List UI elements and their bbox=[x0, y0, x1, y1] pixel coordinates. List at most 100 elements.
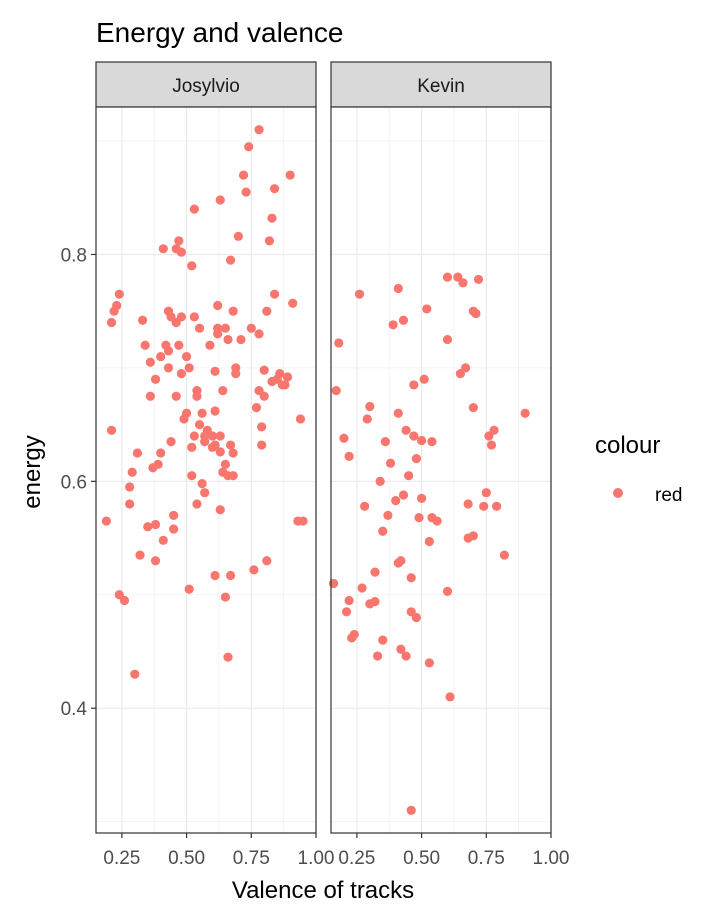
data-point bbox=[406, 573, 416, 583]
data-point bbox=[231, 368, 241, 379]
x-tick-label: 0.50 bbox=[403, 848, 440, 869]
data-point bbox=[187, 471, 197, 481]
data-point bbox=[106, 317, 117, 328]
data-point bbox=[269, 289, 280, 299]
data-point bbox=[207, 431, 218, 441]
data-point bbox=[378, 635, 388, 645]
data-point bbox=[416, 435, 427, 446]
data-point bbox=[200, 437, 210, 447]
data-point bbox=[396, 556, 406, 566]
data-point bbox=[254, 125, 264, 135]
data-point bbox=[251, 403, 262, 413]
data-point bbox=[264, 236, 275, 246]
facet-strip bbox=[330, 61, 552, 108]
data-point bbox=[135, 550, 145, 560]
data-point bbox=[194, 420, 205, 430]
data-point bbox=[398, 315, 409, 325]
data-point bbox=[127, 467, 137, 477]
data-point bbox=[181, 408, 192, 418]
data-point bbox=[357, 583, 367, 593]
data-point bbox=[218, 385, 228, 396]
data-point bbox=[223, 652, 233, 662]
data-point bbox=[383, 510, 393, 520]
data-point bbox=[106, 425, 117, 435]
data-point bbox=[424, 536, 434, 547]
data-point bbox=[192, 499, 202, 509]
facet-panel-kevin: Kevin 0.25 0.50 0.75 1.00 bbox=[328, 61, 569, 869]
data-point bbox=[244, 142, 254, 152]
data-point bbox=[171, 391, 181, 401]
data-point bbox=[220, 323, 231, 333]
data-point bbox=[370, 596, 380, 607]
data-point bbox=[362, 414, 372, 424]
y-tick-label: 0.8 bbox=[61, 245, 87, 266]
data-point bbox=[334, 338, 344, 348]
data-point bbox=[210, 570, 220, 581]
data-point bbox=[241, 187, 251, 197]
data-point bbox=[262, 556, 272, 566]
data-point bbox=[145, 357, 155, 367]
x-tick-label: 0.25 bbox=[338, 848, 375, 869]
data-point bbox=[156, 448, 166, 458]
data-point bbox=[205, 340, 215, 350]
data-point bbox=[385, 458, 396, 468]
data-point bbox=[257, 440, 267, 450]
data-point bbox=[398, 490, 409, 500]
data-point bbox=[486, 440, 497, 450]
data-point bbox=[114, 289, 124, 299]
data-point bbox=[140, 340, 150, 350]
data-point bbox=[370, 567, 380, 577]
legend: colour red bbox=[595, 432, 682, 506]
data-point bbox=[150, 519, 161, 530]
data-point bbox=[375, 476, 385, 486]
data-point bbox=[158, 535, 168, 545]
data-point bbox=[492, 501, 502, 511]
data-point bbox=[406, 805, 416, 815]
data-point bbox=[220, 592, 231, 602]
data-point bbox=[174, 236, 184, 246]
facet-strip-label: Josylvio bbox=[172, 76, 240, 97]
data-point bbox=[409, 431, 419, 441]
data-point bbox=[220, 459, 231, 469]
data-point bbox=[215, 195, 225, 205]
data-point bbox=[249, 565, 259, 575]
data-point bbox=[215, 505, 225, 515]
y-tick-label: 0.6 bbox=[61, 472, 87, 493]
data-point bbox=[150, 374, 161, 384]
data-point bbox=[468, 531, 478, 541]
legend-label: red bbox=[655, 485, 682, 506]
data-point bbox=[388, 320, 398, 330]
data-point bbox=[215, 431, 225, 441]
data-point bbox=[153, 459, 163, 469]
y-tick-label: 0.4 bbox=[61, 699, 88, 720]
data-point bbox=[422, 304, 432, 314]
x-tick-label: 0.75 bbox=[468, 848, 505, 869]
data-point bbox=[192, 391, 202, 401]
data-point bbox=[401, 651, 411, 661]
data-point bbox=[143, 522, 153, 532]
data-point bbox=[228, 448, 238, 458]
data-point bbox=[460, 363, 471, 373]
data-point bbox=[393, 408, 403, 418]
data-point bbox=[442, 272, 453, 282]
data-point bbox=[445, 692, 455, 702]
data-point bbox=[132, 448, 143, 458]
data-point bbox=[176, 368, 187, 379]
data-point bbox=[169, 510, 179, 520]
data-point bbox=[200, 488, 210, 498]
data-point bbox=[391, 496, 401, 506]
data-point bbox=[257, 422, 267, 432]
data-point bbox=[125, 482, 135, 492]
data-point bbox=[396, 644, 406, 654]
facet-panel-josylvio: Josylvio 0.25 0.50 0.75 1.00 0.4 0.6 0.8 bbox=[61, 61, 335, 869]
x-tick-label: 1.00 bbox=[298, 848, 335, 869]
data-point bbox=[210, 406, 220, 416]
data-point bbox=[328, 578, 339, 589]
data-point bbox=[119, 595, 130, 606]
data-point bbox=[233, 231, 243, 241]
data-point bbox=[130, 669, 140, 679]
data-point bbox=[225, 570, 236, 581]
data-point bbox=[499, 550, 510, 560]
y-axis-title: energy bbox=[19, 435, 46, 508]
